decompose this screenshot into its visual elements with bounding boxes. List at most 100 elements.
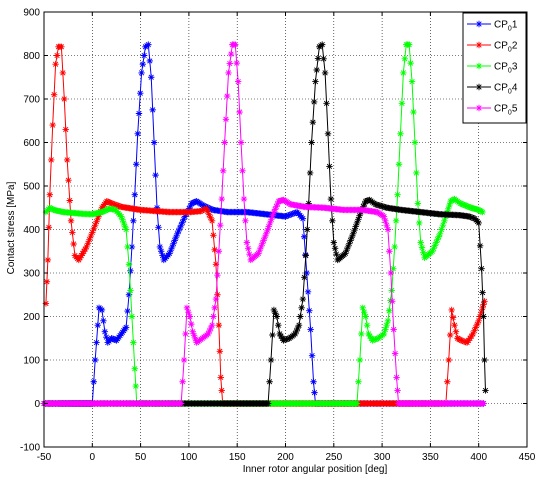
data-point bbox=[124, 307, 131, 315]
data-point bbox=[264, 227, 271, 234]
data-point bbox=[414, 200, 422, 207]
data-point bbox=[431, 242, 439, 249]
data-point bbox=[385, 307, 393, 314]
data-point bbox=[295, 322, 303, 329]
data-point bbox=[445, 356, 452, 364]
data-point bbox=[215, 248, 223, 255]
data-point bbox=[390, 326, 397, 333]
data-point bbox=[283, 336, 290, 343]
data-point bbox=[242, 217, 249, 224]
data-point bbox=[260, 237, 267, 244]
data-point bbox=[94, 214, 102, 222]
data-point bbox=[324, 130, 332, 137]
data-point bbox=[466, 204, 473, 211]
data-point bbox=[234, 78, 242, 85]
data-point bbox=[269, 212, 276, 219]
data-point bbox=[181, 213, 189, 220]
data-point bbox=[389, 298, 396, 305]
data-point bbox=[170, 240, 177, 247]
data-point bbox=[351, 227, 358, 234]
data-point bbox=[273, 313, 281, 320]
data-point bbox=[303, 269, 310, 277]
data-point bbox=[346, 240, 353, 247]
data-point bbox=[82, 245, 89, 253]
data-point bbox=[410, 108, 417, 116]
data-point bbox=[321, 69, 329, 77]
data-point bbox=[110, 336, 118, 343]
data-point bbox=[344, 243, 352, 251]
y-tick-label: 700 bbox=[23, 95, 40, 106]
data-point bbox=[119, 216, 126, 223]
data-point bbox=[128, 243, 136, 251]
data-point bbox=[292, 209, 299, 216]
data-point bbox=[211, 304, 218, 311]
data-point bbox=[347, 237, 354, 244]
data-point bbox=[101, 328, 109, 335]
data-point bbox=[130, 217, 137, 224]
data-point bbox=[207, 214, 214, 221]
legend-label: CP01 bbox=[494, 20, 518, 33]
data-point bbox=[101, 207, 108, 215]
data-point bbox=[366, 332, 374, 340]
data-point bbox=[478, 308, 485, 316]
data-point bbox=[434, 236, 441, 243]
data-point bbox=[462, 202, 469, 209]
data-point bbox=[98, 208, 106, 216]
data-point bbox=[435, 233, 442, 240]
data-point bbox=[76, 254, 84, 261]
data-point bbox=[452, 328, 460, 335]
data-point bbox=[75, 256, 82, 264]
data-point bbox=[109, 200, 117, 208]
legend-marker bbox=[475, 83, 483, 91]
series-cp05 bbox=[40, 41, 487, 407]
data-point bbox=[285, 212, 292, 219]
data-point bbox=[327, 195, 335, 203]
data-point bbox=[270, 208, 278, 216]
data-point bbox=[257, 243, 265, 251]
legend-entry-cp02: CP02 bbox=[467, 41, 518, 54]
data-point bbox=[407, 59, 414, 67]
data-point bbox=[183, 304, 191, 311]
data-point bbox=[362, 313, 369, 320]
data-point bbox=[323, 100, 330, 107]
data-point bbox=[380, 330, 388, 338]
data-point bbox=[210, 313, 217, 320]
legend-label: CP03 bbox=[494, 62, 518, 75]
data-point bbox=[463, 202, 471, 210]
data-point bbox=[70, 240, 77, 248]
data-point bbox=[43, 278, 51, 285]
data-point bbox=[63, 156, 71, 164]
data-point bbox=[360, 203, 367, 210]
data-point bbox=[189, 199, 197, 207]
data-point bbox=[266, 219, 274, 227]
data-point bbox=[286, 211, 294, 219]
data-point bbox=[256, 246, 263, 254]
data-point bbox=[268, 216, 275, 223]
data-point bbox=[153, 204, 161, 211]
data-point bbox=[219, 167, 227, 174]
data-point bbox=[236, 108, 243, 116]
data-point bbox=[175, 227, 182, 235]
data-point bbox=[218, 195, 225, 203]
series-cp03 bbox=[42, 41, 486, 407]
data-point bbox=[214, 271, 221, 279]
data-point bbox=[139, 61, 147, 68]
x-tick-label: 450 bbox=[519, 452, 536, 463]
data-point bbox=[131, 191, 139, 198]
data-point bbox=[205, 330, 212, 338]
x-tick-label: 200 bbox=[277, 452, 294, 463]
data-point bbox=[299, 215, 307, 222]
data-point bbox=[261, 233, 269, 241]
data-point bbox=[302, 252, 309, 259]
data-point bbox=[166, 250, 173, 257]
data-point bbox=[356, 356, 364, 364]
data-point bbox=[289, 210, 296, 217]
data-point bbox=[401, 55, 409, 62]
data-point bbox=[384, 317, 392, 325]
data-point bbox=[133, 161, 140, 168]
data-point bbox=[93, 339, 100, 346]
data-point bbox=[208, 217, 216, 224]
data-point bbox=[305, 200, 312, 207]
data-point bbox=[393, 374, 400, 381]
data-point bbox=[218, 387, 225, 394]
